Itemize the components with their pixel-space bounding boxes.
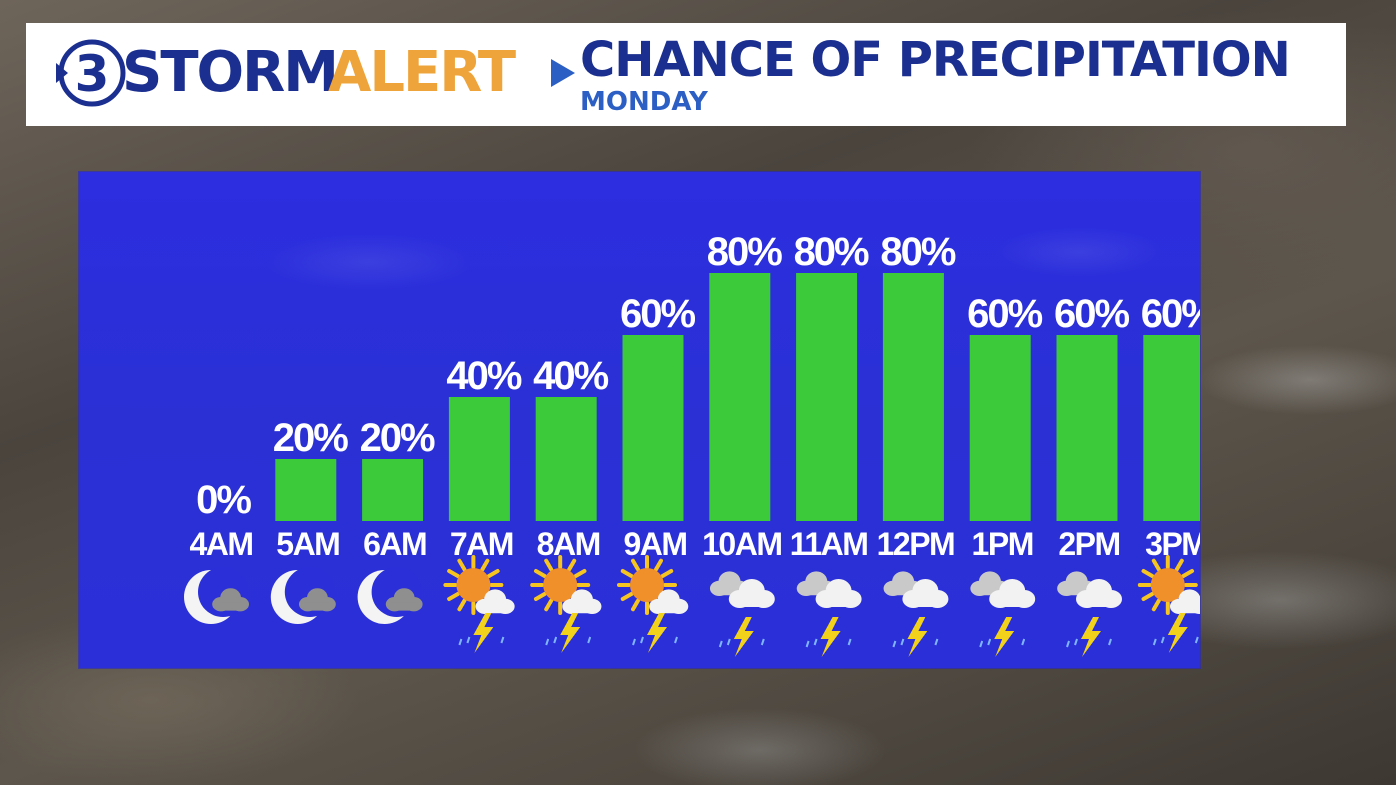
hour-label-1pm: 1PM (972, 526, 1033, 562)
data-label-8am: 40% (533, 354, 608, 398)
play-arrow-icon (551, 59, 575, 87)
page-title: CHANCE OF PRECIPITATION (580, 32, 1291, 88)
hour-label-6am: 6AM (363, 526, 426, 562)
data-label-2pm: 60% (1054, 292, 1129, 336)
data-label-10am: 80% (707, 230, 782, 274)
header-banner: 3 STORM ALERT CHANCE OF PRECIPITATION MO… (26, 23, 1346, 126)
chart-panel: 0% 4AM 20% 5AM 20% 6AM 40% 7AM 40% 8AM 60% 9AM 80% 10… (79, 172, 1200, 668)
sun-storm-icon-8am (530, 555, 602, 653)
hour-label-5am: 5AM (276, 526, 339, 562)
hour-label-7am: 7AM (450, 526, 513, 562)
data-label-3pm: 60% (1141, 292, 1200, 336)
channel-3-logo: 3 (56, 39, 126, 107)
bar-10am (709, 273, 771, 521)
bar-5am (275, 459, 337, 521)
data-label-4am: 0% (196, 478, 251, 522)
bar-1pm (969, 335, 1031, 521)
precipitation-bar-chart: 0% 4AM 20% 5AM 20% 6AM 40% 7AM 40% 8AM 60% 9AM 80% 10… (184, 230, 1200, 657)
bar-6am (362, 459, 424, 521)
hour-label-8am: 8AM (537, 526, 600, 562)
moon-cloud-icon-6am (357, 567, 423, 624)
moon-cloud-icon-5am (270, 567, 336, 624)
data-label-1pm: 60% (967, 292, 1042, 336)
moon-cloud-icon-4am (184, 567, 249, 624)
data-label-12pm: 80% (880, 230, 955, 274)
bar-12pm (882, 273, 944, 521)
hour-label-4am: 4AM (189, 526, 252, 562)
bar-11am (796, 273, 858, 521)
cloud-storm-icon-10am (709, 571, 775, 657)
sun-storm-icon-3pm (1137, 555, 1200, 653)
hour-label-9am: 9AM (623, 526, 686, 562)
sun-storm-icon-7am (443, 555, 515, 653)
logo-alert-text: ALERT (328, 40, 516, 105)
cloud-storm-icon-11am (796, 571, 862, 657)
sun-storm-icon-9am (617, 555, 689, 653)
cloud-storm-icon-1pm (970, 571, 1036, 657)
bar-7am (448, 397, 510, 521)
data-label-5am: 20% (273, 416, 348, 460)
hour-label-3pm: 3PM (1145, 526, 1200, 562)
bar-3pm (1143, 335, 1200, 521)
hour-label-2pm: 2PM (1058, 526, 1119, 562)
data-label-11am: 80% (794, 230, 869, 274)
data-label-6am: 20% (360, 416, 435, 460)
hour-label-10am: 10AM (702, 526, 781, 562)
data-label-9am: 60% (620, 292, 695, 336)
logo-number: 3 (75, 45, 110, 103)
bar-2pm (1056, 335, 1118, 521)
hour-label-12pm: 12PM (877, 526, 955, 562)
page-subtitle: MONDAY (580, 87, 708, 117)
cloud-storm-icon-12pm (883, 571, 949, 657)
bar-8am (535, 397, 597, 521)
bar-9am (622, 335, 684, 521)
cloud-storm-icon-2pm (1057, 571, 1122, 657)
hour-label-11am: 11AM (790, 526, 868, 562)
logo-storm-text: STORM (122, 40, 339, 105)
data-label-7am: 40% (446, 354, 521, 398)
